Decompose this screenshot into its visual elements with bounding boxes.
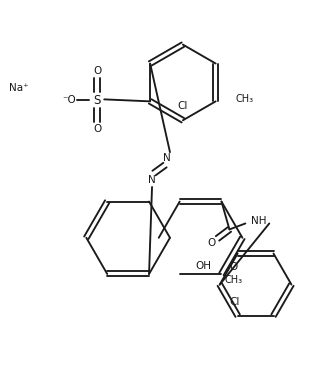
Text: O: O: [93, 124, 101, 134]
Text: CH₃: CH₃: [236, 94, 254, 104]
Text: S: S: [94, 94, 101, 107]
Text: O: O: [93, 67, 101, 77]
Text: OH: OH: [195, 261, 212, 271]
Text: CH₃: CH₃: [225, 275, 243, 285]
Text: ⁻O: ⁻O: [62, 95, 76, 105]
Text: N: N: [163, 153, 171, 163]
Text: N: N: [148, 175, 156, 185]
Text: Cl: Cl: [178, 101, 188, 111]
Text: Cl: Cl: [230, 297, 240, 307]
Text: O: O: [207, 238, 216, 248]
Text: NH: NH: [251, 216, 267, 226]
Text: O: O: [230, 262, 238, 272]
Text: Na⁺: Na⁺: [9, 83, 28, 93]
